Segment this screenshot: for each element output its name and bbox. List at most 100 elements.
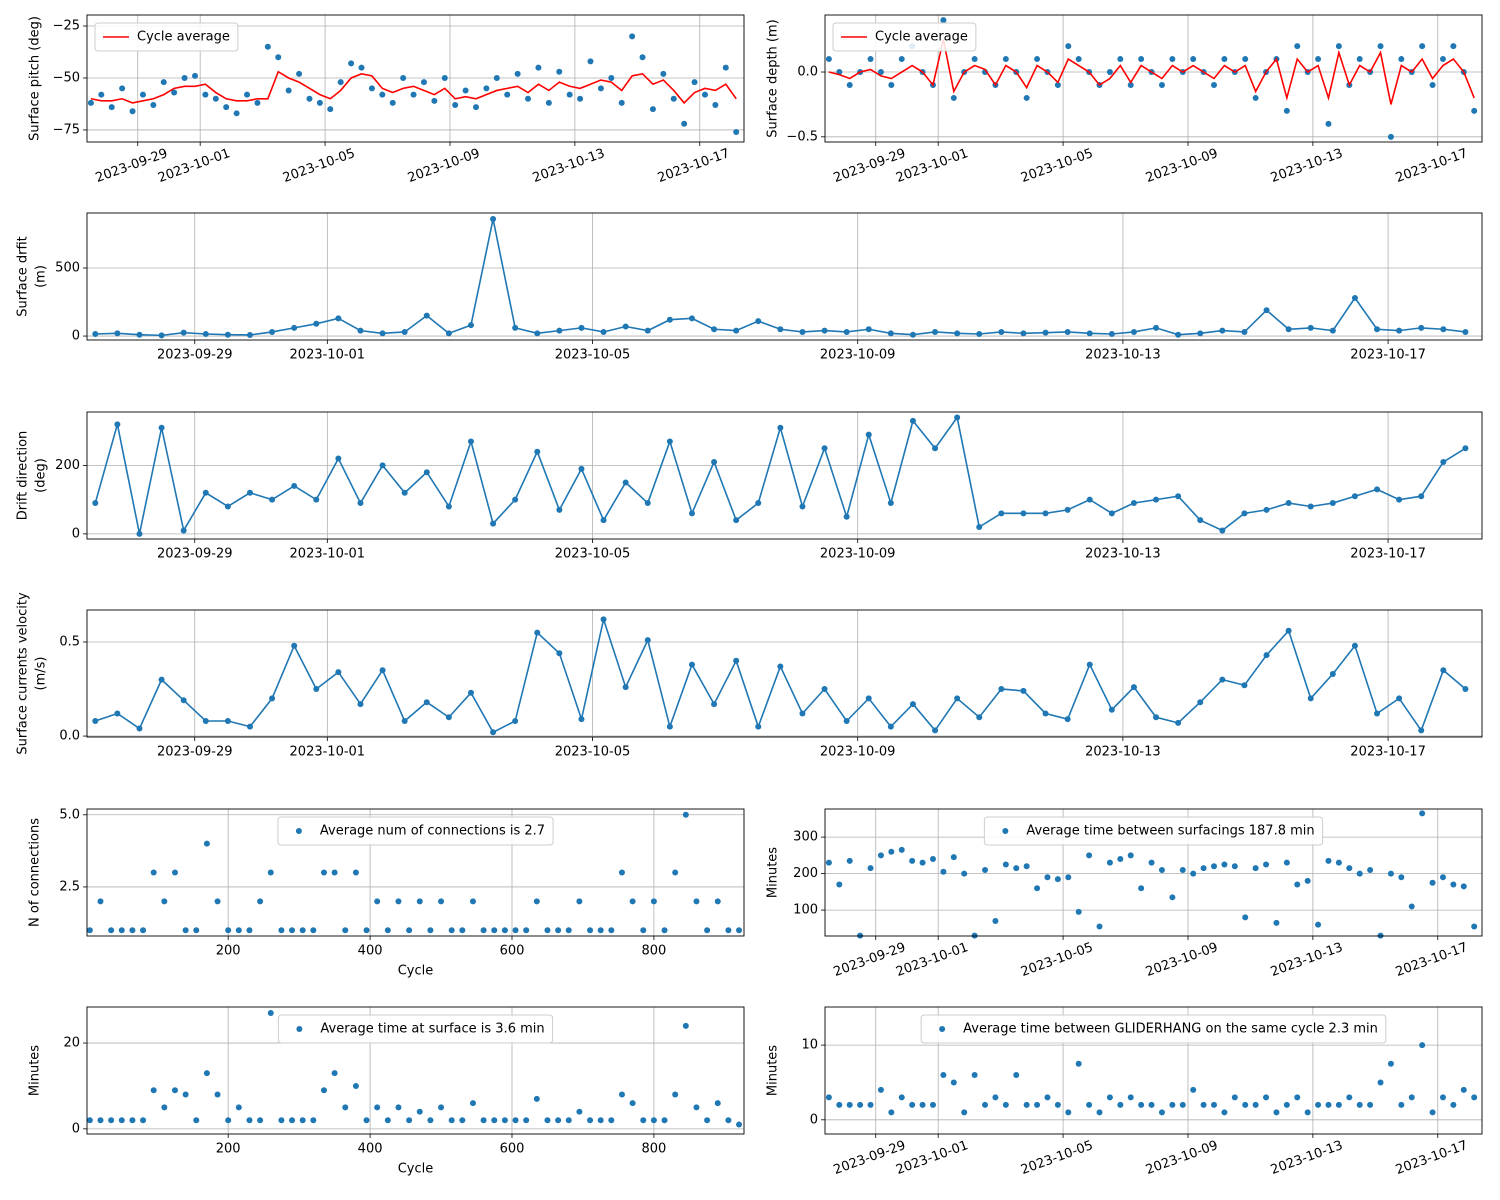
y-tick-label: 0 (72, 1121, 80, 1136)
x-tick-label: 2023-10-13 (1269, 1138, 1345, 1178)
x-tick-label: 2023-10-09 (1144, 940, 1220, 980)
x-tick-label: 2023-10-05 (281, 146, 357, 186)
data-point (1200, 1101, 1207, 1108)
data-point (246, 723, 253, 730)
data-point (352, 869, 359, 876)
data-point (278, 927, 285, 934)
data-point (865, 695, 872, 702)
data-point (1042, 510, 1049, 517)
data-point (235, 927, 242, 934)
data-point (1367, 1101, 1374, 1108)
y-tick-label: −75 (53, 122, 80, 137)
data-point (1356, 1101, 1363, 1108)
y-tick-label: 0.0 (59, 729, 80, 744)
data-point (1219, 527, 1226, 534)
data-point (1075, 908, 1082, 915)
data-point (491, 927, 498, 934)
data-point (867, 865, 874, 872)
x-tick-label: 2023-10-01 (894, 940, 970, 980)
data-point (92, 718, 99, 725)
plot-frame (86, 1006, 745, 1135)
data-point (1396, 496, 1403, 503)
data-point (363, 927, 370, 934)
data-point (1064, 328, 1071, 335)
x-tick-label: 2023-09-29 (157, 547, 233, 562)
data-point (618, 1091, 625, 1098)
data-point (523, 927, 530, 934)
data-point (1283, 1101, 1290, 1108)
data-point (777, 424, 784, 431)
data-point (1042, 329, 1049, 336)
data-point (389, 99, 396, 106)
y-axis-label: (deg) (34, 458, 49, 493)
data-point (267, 869, 274, 876)
data-point (291, 642, 298, 649)
data-point (203, 840, 210, 847)
data-point (1440, 458, 1447, 465)
data-point (666, 723, 673, 730)
x-tick-label: 2023-10-05 (555, 745, 631, 760)
data-point (335, 315, 342, 322)
data-point (1440, 667, 1447, 674)
data-point (600, 616, 607, 623)
data-point (129, 1117, 136, 1124)
data-point (1294, 1094, 1301, 1101)
data-point (640, 1117, 647, 1124)
data-point (191, 72, 198, 79)
data-point (401, 489, 408, 496)
x-tick-label: 2023-10-05 (1019, 1138, 1095, 1178)
data-point (491, 1117, 498, 1124)
data-point (672, 1091, 679, 1098)
data-point (512, 718, 519, 725)
data-point (733, 657, 740, 664)
data-point (555, 1117, 562, 1124)
data-point (384, 1117, 391, 1124)
y-axis-label: Surface pitch (deg) (28, 16, 43, 141)
data-point (1439, 56, 1446, 63)
data-point (296, 70, 303, 77)
plot-area (87, 412, 1482, 539)
plot-frame (824, 1006, 1483, 1135)
data-point (214, 1091, 221, 1098)
data-point (254, 99, 261, 106)
y-tick-label: −25 (53, 19, 80, 34)
y-axis-label: N of connections (28, 818, 43, 927)
data-point (1418, 324, 1425, 331)
data-point (712, 102, 719, 109)
data-point (865, 431, 872, 438)
data-point (1418, 727, 1425, 734)
data-point (1138, 885, 1145, 892)
data-point (1329, 500, 1336, 507)
data-point (704, 1117, 711, 1124)
x-tick-label: 2023-10-01 (290, 547, 366, 562)
data-point (257, 1117, 264, 1124)
data-point (1335, 1101, 1342, 1108)
data-point (161, 898, 168, 905)
data-point (246, 1117, 253, 1124)
data-point (1450, 43, 1457, 50)
data-point (954, 330, 961, 337)
data-point (1408, 1094, 1415, 1101)
data-point (622, 323, 629, 330)
x-tick-label: 2023-10-05 (555, 348, 631, 363)
data-point (327, 106, 334, 113)
data-point (909, 857, 916, 864)
data-point (158, 332, 165, 339)
data-point (118, 927, 125, 934)
data-point (452, 102, 459, 109)
data-point (1329, 327, 1336, 334)
data-point (1106, 859, 1113, 866)
data-point (950, 1079, 957, 1086)
data-point (1462, 445, 1469, 452)
data-point (233, 110, 240, 117)
data-point (846, 857, 853, 864)
data-point (1169, 1101, 1176, 1108)
data-point (401, 328, 408, 335)
data-point (1086, 330, 1093, 337)
data-point (202, 91, 209, 98)
data-point (1075, 1060, 1082, 1067)
data-point (1346, 1094, 1353, 1101)
data-point (285, 87, 292, 94)
plot-frame (824, 14, 1483, 143)
data-point (525, 95, 532, 102)
